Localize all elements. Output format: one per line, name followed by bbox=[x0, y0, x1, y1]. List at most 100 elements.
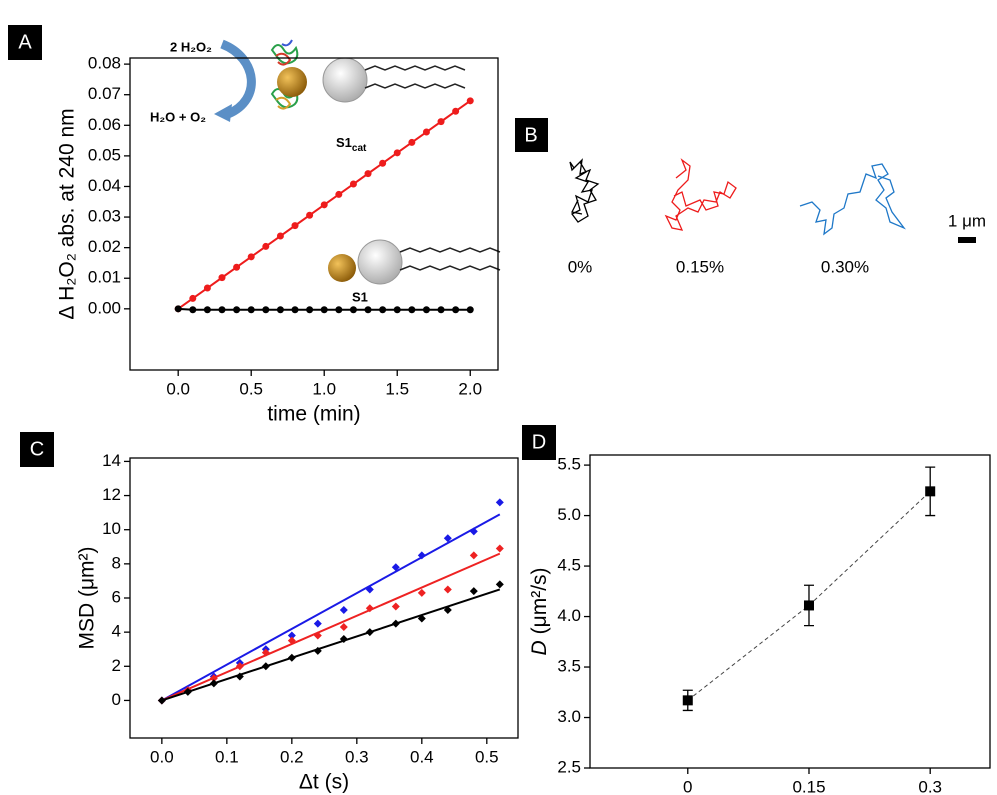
data-point bbox=[379, 159, 387, 167]
data-point bbox=[803, 600, 814, 611]
data-point bbox=[287, 653, 296, 662]
data-point bbox=[287, 631, 296, 640]
data-point bbox=[235, 662, 244, 671]
annotation: S1cat bbox=[336, 135, 367, 153]
x-axis-title: Δt (s) bbox=[299, 771, 349, 794]
data-point bbox=[393, 149, 401, 157]
annotation-text: S1 bbox=[336, 135, 352, 150]
data-point bbox=[391, 619, 400, 628]
chains bbox=[399, 247, 501, 271]
annotation: 2 H₂O₂ bbox=[170, 39, 212, 54]
y-tick-label: 4.0 bbox=[557, 606, 581, 625]
x-tick-label: 0.3 bbox=[345, 747, 369, 766]
data-point bbox=[417, 551, 426, 560]
data-point bbox=[287, 636, 296, 645]
scale-bar bbox=[958, 237, 976, 243]
x-tick-label: 0 bbox=[683, 777, 692, 795]
panel-label-box bbox=[522, 425, 556, 460]
data-point bbox=[466, 97, 474, 105]
data-point bbox=[364, 170, 372, 178]
data-point bbox=[261, 648, 270, 657]
silica-particle bbox=[357, 239, 403, 285]
x-tick-label: 0.1 bbox=[215, 747, 239, 766]
data-point bbox=[682, 695, 693, 706]
data-point bbox=[203, 306, 211, 314]
y-axis-unit: (μm²/s) bbox=[528, 567, 551, 634]
data-point bbox=[261, 662, 270, 671]
y-tick-label: 0.05 bbox=[88, 145, 121, 164]
data-point bbox=[469, 527, 478, 536]
annotation-subscript: cat bbox=[352, 143, 367, 154]
data-point bbox=[157, 696, 166, 705]
data-point bbox=[393, 306, 401, 314]
data-point bbox=[276, 306, 284, 314]
gold-particle bbox=[277, 67, 307, 97]
data-point bbox=[233, 263, 241, 271]
data-point bbox=[262, 306, 270, 314]
y-tick-label: 0.03 bbox=[88, 207, 121, 226]
data-point bbox=[313, 646, 322, 655]
data-point bbox=[443, 605, 452, 614]
data-point bbox=[276, 232, 284, 240]
data-point bbox=[320, 201, 328, 209]
data-point bbox=[218, 274, 226, 282]
data-point bbox=[408, 138, 416, 146]
trajectory bbox=[799, 163, 906, 236]
y-tick-label: 0.04 bbox=[88, 176, 121, 195]
x-tick-label: 1.0 bbox=[312, 379, 336, 398]
y-tick-label: 10 bbox=[102, 519, 121, 538]
panel-label-box bbox=[20, 432, 54, 467]
y-tick-label: 0.01 bbox=[88, 268, 121, 287]
data-point bbox=[408, 306, 416, 314]
data-point bbox=[320, 306, 328, 314]
y-tick-label: 8 bbox=[112, 553, 121, 572]
panel-label: C bbox=[30, 438, 44, 460]
data-point bbox=[365, 585, 374, 594]
plot-frame bbox=[129, 457, 519, 739]
annotation: S1 bbox=[352, 289, 368, 304]
y-tick-label: 6 bbox=[112, 587, 121, 606]
data-point bbox=[247, 253, 255, 261]
trend-line bbox=[687, 490, 931, 701]
data-point bbox=[306, 306, 314, 314]
panel-label-box bbox=[515, 118, 548, 152]
fit-line bbox=[161, 513, 501, 702]
data-point bbox=[495, 544, 504, 553]
y-tick-label: 5.0 bbox=[557, 505, 581, 524]
x-tick-label: 0.5 bbox=[475, 747, 499, 766]
fit-line bbox=[161, 552, 501, 702]
y-tick-label: 3.5 bbox=[557, 657, 581, 676]
x-tick-label: 2.0 bbox=[458, 379, 482, 398]
data-point bbox=[262, 242, 270, 250]
data-point bbox=[391, 602, 400, 611]
x-tick-label: 0.2 bbox=[280, 747, 304, 766]
data-point bbox=[339, 634, 348, 643]
data-point bbox=[379, 306, 387, 314]
gold-particle bbox=[328, 254, 356, 282]
y-tick-label: 0 bbox=[112, 690, 121, 709]
data-point bbox=[218, 306, 226, 314]
data-point bbox=[469, 551, 478, 560]
trajectory bbox=[569, 158, 600, 223]
data-point bbox=[443, 534, 452, 543]
data-point bbox=[452, 306, 460, 314]
y-tick-label: 4 bbox=[112, 622, 121, 641]
data-point bbox=[422, 306, 430, 314]
y-tick-label: 14 bbox=[102, 451, 121, 470]
y-tick-label: 0.02 bbox=[88, 237, 121, 256]
data-point bbox=[339, 623, 348, 632]
y-tick-label: 0.08 bbox=[88, 54, 121, 73]
x-tick-label: 0.0 bbox=[166, 379, 190, 398]
data-point bbox=[349, 306, 357, 314]
plot-frame bbox=[589, 454, 991, 769]
data-point bbox=[422, 128, 430, 136]
x-tick-label: 0.5 bbox=[239, 379, 263, 398]
data-point bbox=[306, 211, 314, 219]
data-point bbox=[417, 588, 426, 597]
data-point bbox=[437, 306, 445, 314]
data-point bbox=[495, 498, 504, 507]
x-tick-label: 1.5 bbox=[385, 379, 409, 398]
y-tick-label: 12 bbox=[102, 485, 121, 504]
data-point bbox=[291, 222, 299, 230]
